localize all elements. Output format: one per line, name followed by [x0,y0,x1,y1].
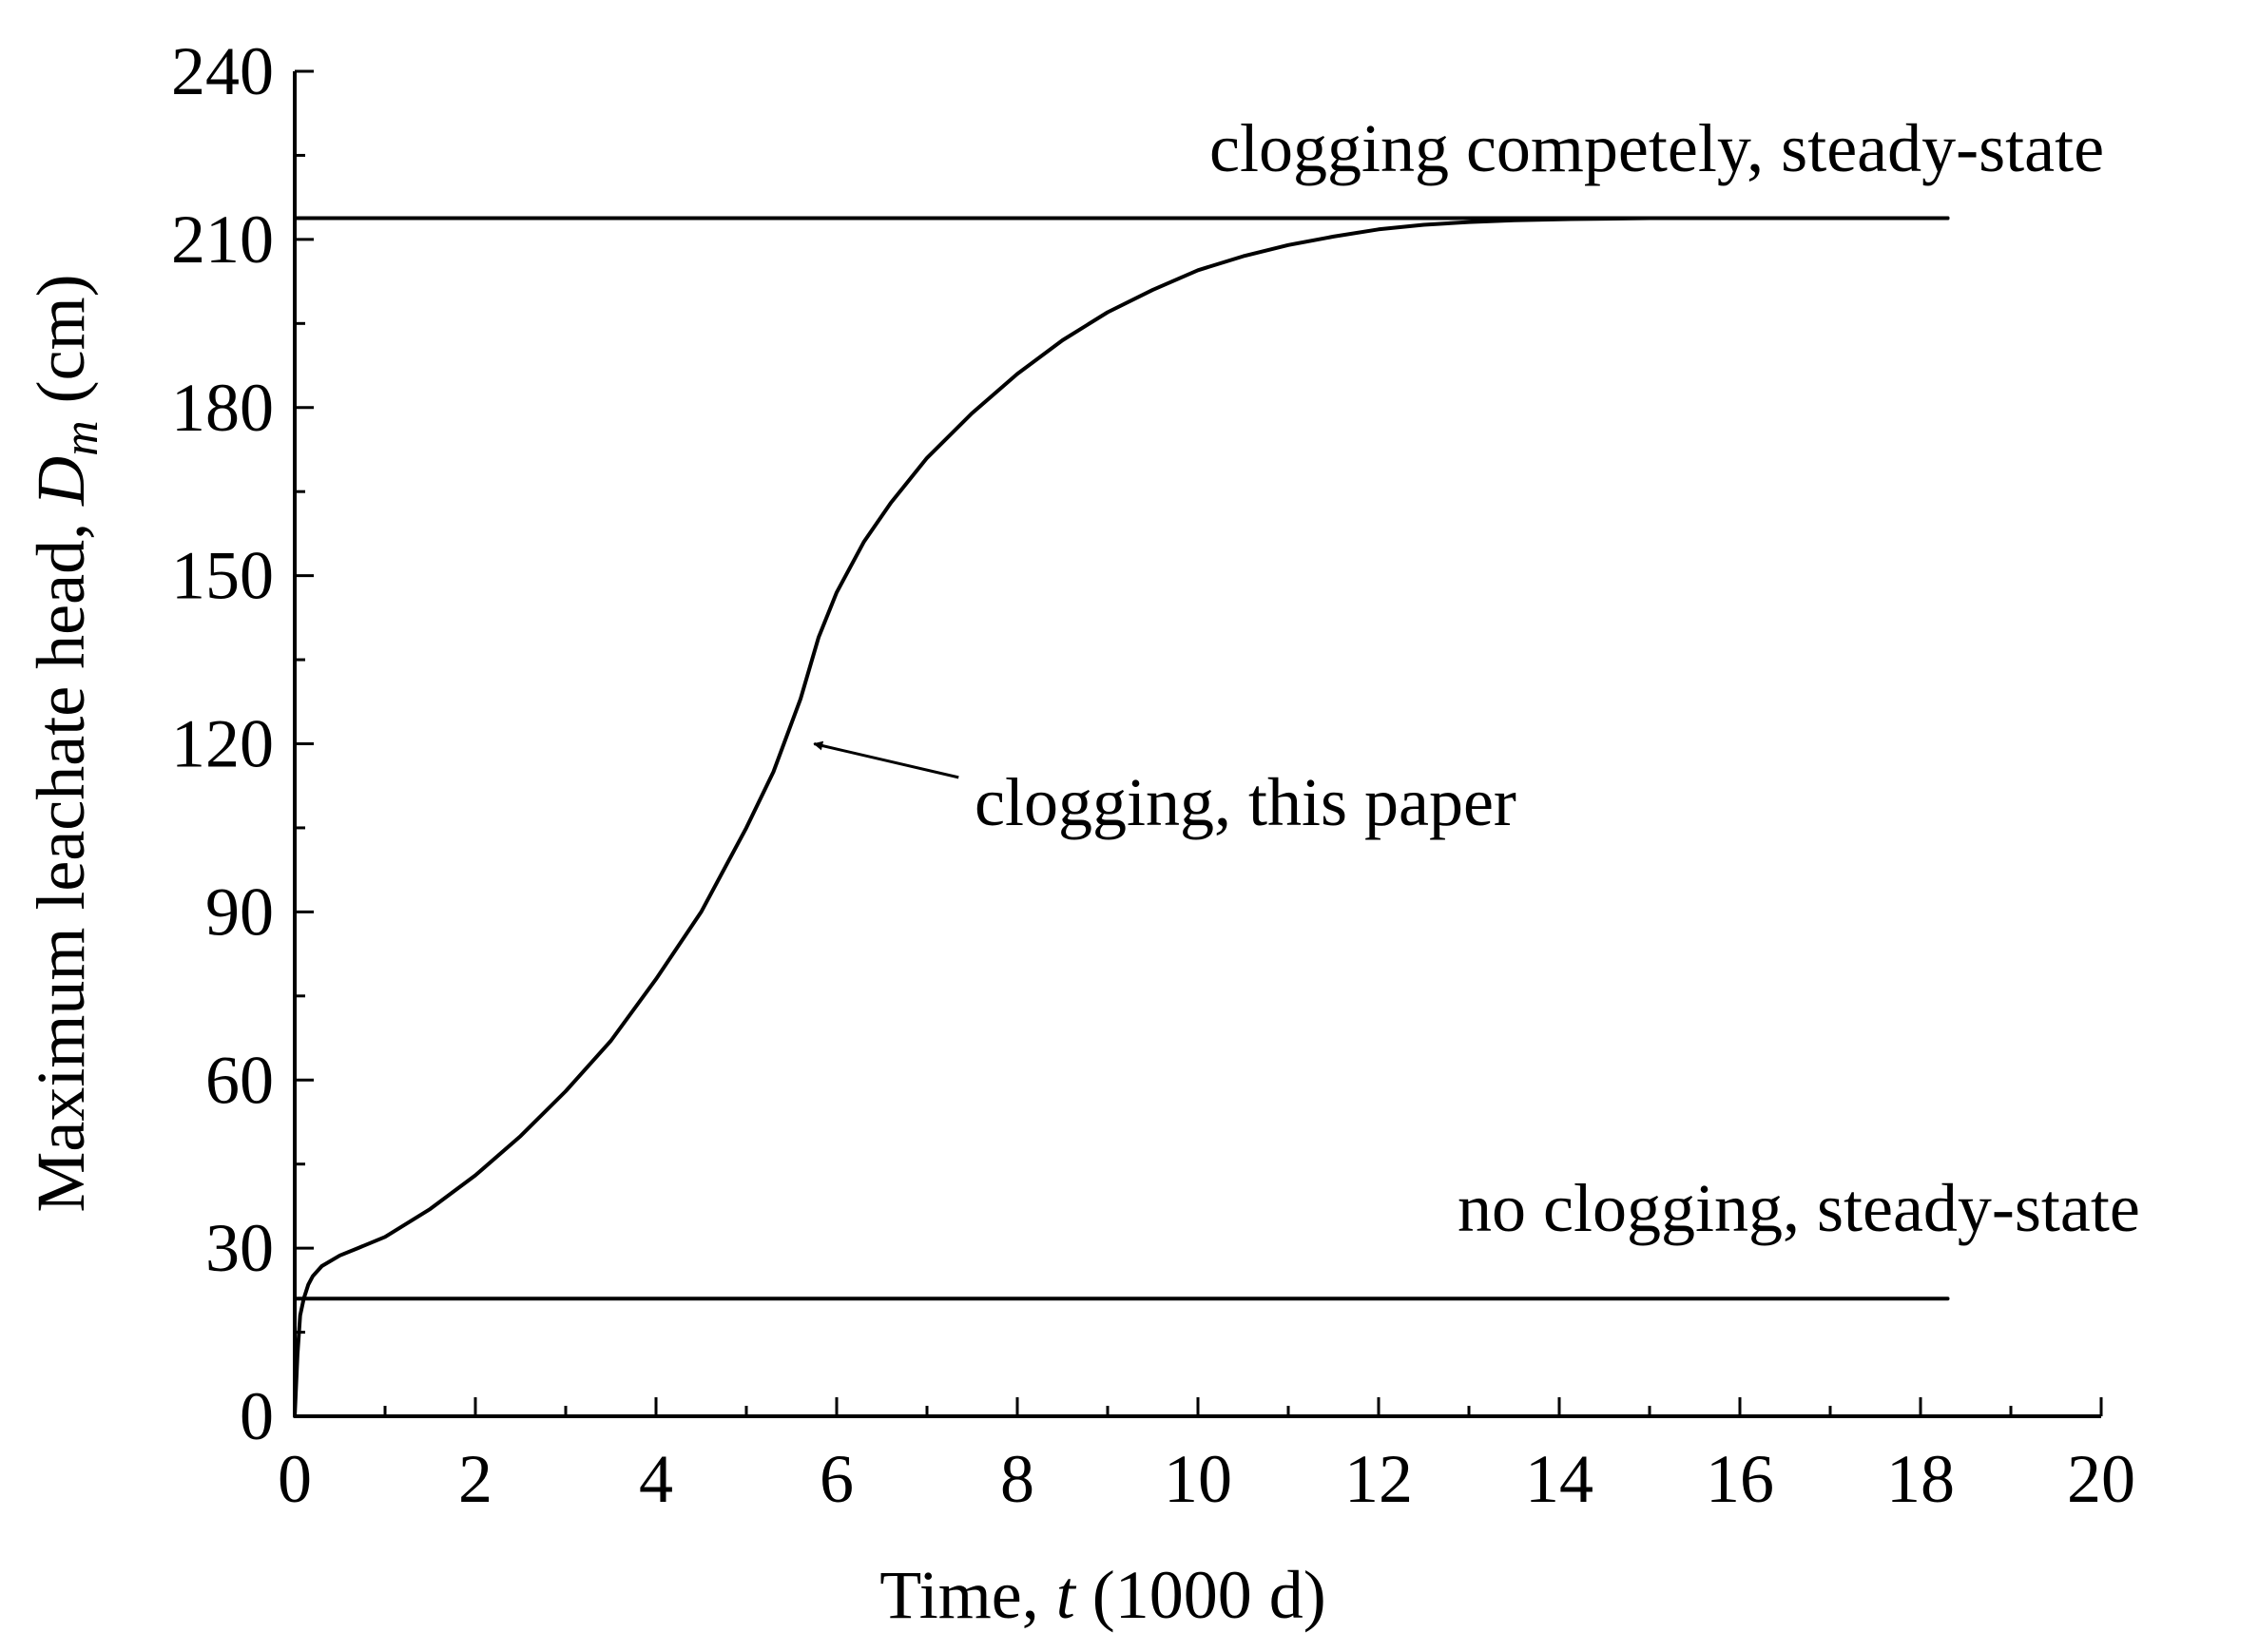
x-tick-label: 4 [639,1441,673,1517]
x-tick-label: 2 [458,1441,492,1517]
x-tick-label: 20 [2067,1441,2135,1517]
y-axis-title-suffix: (cm) [23,274,99,420]
y-tick-label: 120 [171,706,274,782]
y-tick-label: 90 [205,874,274,950]
x-tick-label: 16 [1706,1441,1774,1517]
x-axis-title-suffix: (1000 d) [1075,1557,1326,1633]
y-tick-label: 150 [171,538,274,614]
series-layer [293,216,1950,1418]
y-tick-label: 0 [240,1378,274,1454]
annotation-clogging-this-paper: clogging, this paper [975,764,1516,840]
x-tick-label: 18 [1886,1441,1955,1517]
x-axis-title: Time, t (1000 d) [879,1557,1325,1633]
y-axis-title-var: D [23,456,99,507]
series-line-clogging-this-paper [293,216,1950,1418]
axis-ticks: 0 2 4 6 8 10 12 14 16 18 20 0 30 60 90 120 150 180 210 240 [171,33,2135,1517]
y-axis-title: Maximum leachate head, Dm (cm) [23,274,108,1212]
x-tick-label: 0 [278,1441,312,1517]
x-tick-label: 6 [820,1441,854,1517]
y-axis-title-prefix: Maximum leachate head, [23,506,99,1213]
y-tick-label: 240 [171,33,274,109]
y-tick-label: 180 [171,370,274,446]
x-tick-label: 8 [1000,1441,1034,1517]
y-tick-label: 30 [205,1210,274,1286]
y-tick-label: 60 [205,1042,274,1118]
x-tick-label: 14 [1525,1441,1593,1517]
annotation-no-clogging: no clogging, steady-state [1458,1170,2140,1246]
annotation-clogging-completely: clogging competely, steady-state [1209,110,2104,186]
y-axis-title-sub: m [54,420,108,456]
annotation-arrow [813,740,959,779]
x-axis-title-prefix: Time, [879,1557,1055,1633]
axes [293,71,2101,1418]
x-axis-title-var: t [1056,1557,1077,1633]
x-tick-label: 10 [1164,1441,1232,1517]
y-tick-label: 210 [171,202,274,278]
x-tick-label: 12 [1344,1441,1413,1517]
